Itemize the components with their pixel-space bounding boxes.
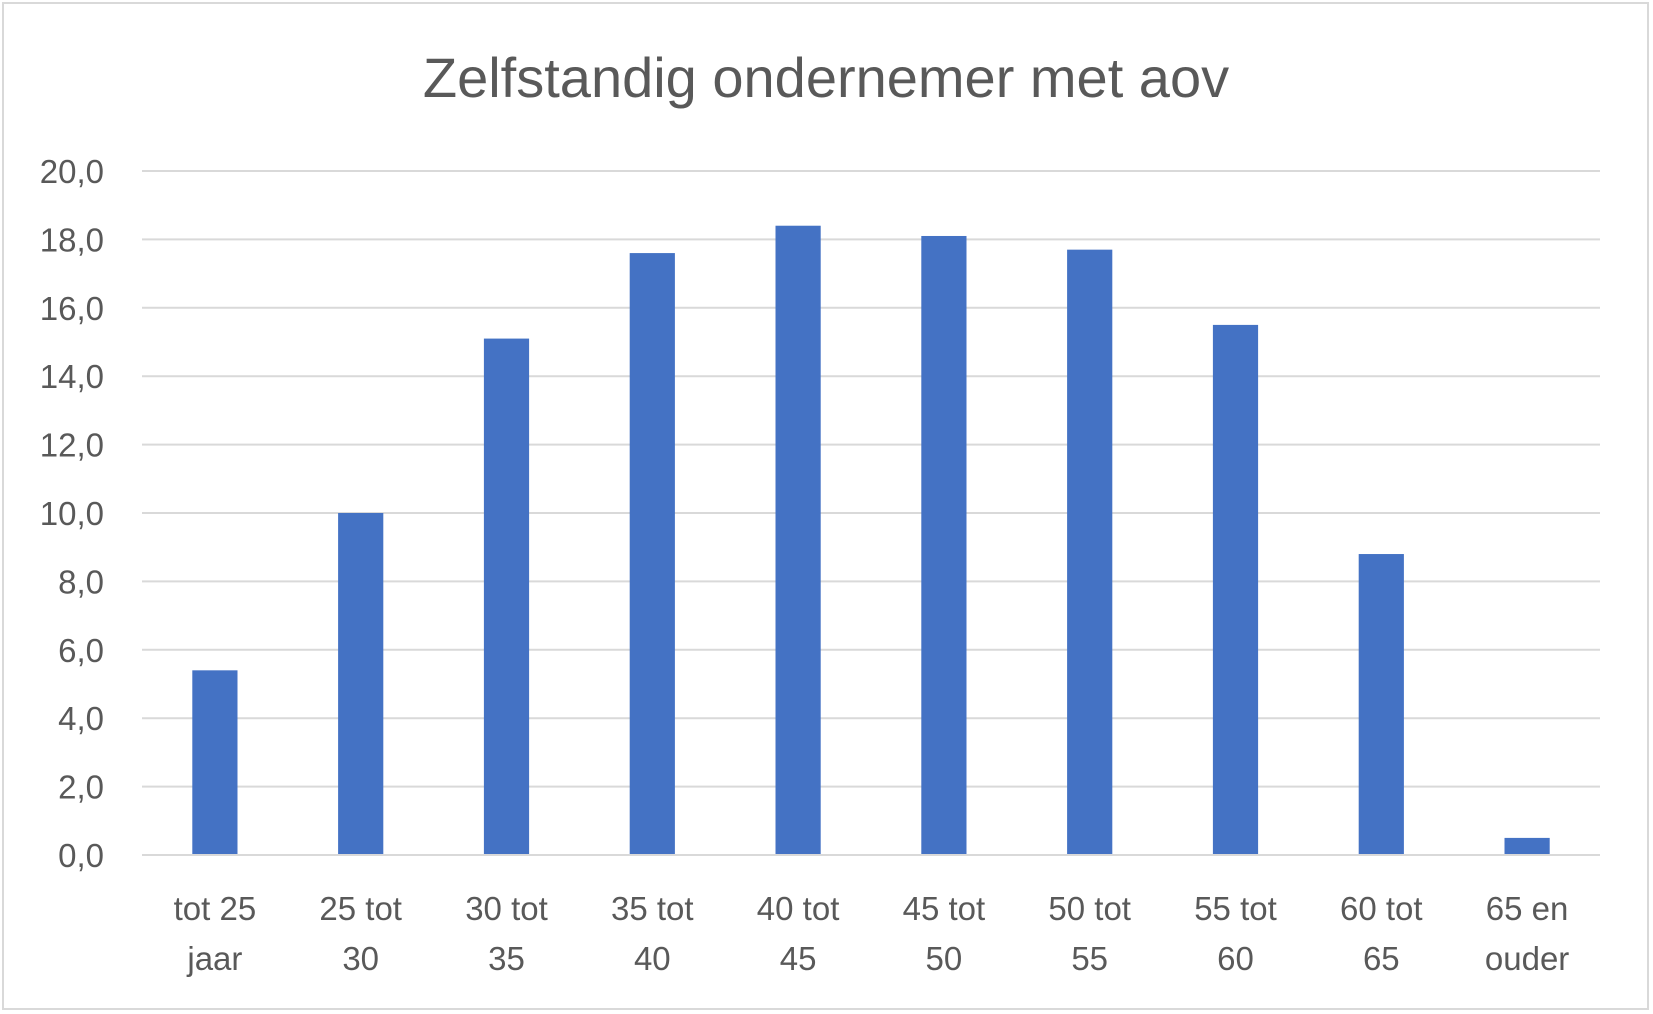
bar [921,235,967,856]
bar [1504,837,1550,855]
y-tick-label: 10,0 [40,495,104,532]
x-axis-category-labels: tot 25 jaar 25 tot 30 30 tot 35 35 tot 40 40 tot… [174,890,1570,977]
bars [192,225,1550,856]
x-category-label: 25 tot 30 [319,890,402,977]
x-category-label: 35 tot 40 [611,890,694,977]
y-tick-label: 4,0 [58,700,104,737]
bar [1212,324,1259,855]
y-tick-label: 16,0 [40,290,104,327]
x-category-label: 65 en ouder [1485,890,1569,977]
y-tick-label: 14,0 [40,358,104,395]
y-tick-label: 12,0 [40,427,104,464]
gridlines [142,170,1600,788]
bar [775,225,821,856]
y-tick-label: 18,0 [40,221,104,258]
y-tick-label: 2,0 [58,769,104,806]
x-category-label: 55 tot 60 [1194,890,1277,977]
x-category-label: 40 tot 45 [757,890,840,977]
x-category-label: 45 tot 50 [903,890,986,977]
bar [1358,554,1404,855]
bar [629,253,675,855]
bar [192,670,238,855]
y-tick-label: 6,0 [58,632,104,669]
bar [1067,249,1113,855]
y-tick-label: 0,0 [58,837,104,874]
x-category-label: 60 tot 65 [1340,890,1423,977]
x-category-label: 30 tot 35 [465,890,548,977]
bar [338,513,384,855]
bar [483,338,530,856]
chart-title: Zelfstandig ondernemer met aov [423,46,1229,109]
y-tick-label: 20,0 [40,153,104,190]
x-category-label: tot 25 jaar [174,890,257,977]
y-tick-label: 8,0 [58,563,104,600]
x-category-label: 50 tot 55 [1048,890,1131,977]
y-axis-tick-labels: 0,0 2,0 4,0 6,0 8,0 10,0 12,0 14,0 16,0 18,0 20,0 [40,153,104,874]
